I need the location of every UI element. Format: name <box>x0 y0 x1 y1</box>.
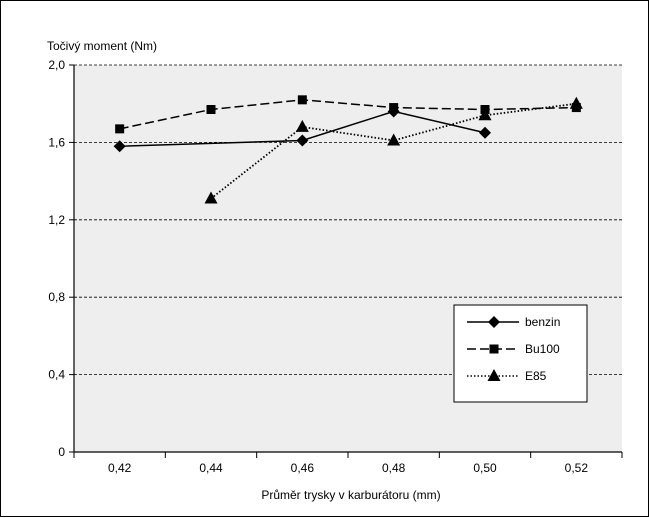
chart-title: Točivý moment (Nm) <box>47 39 157 53</box>
series-line <box>210 102 577 200</box>
x-tick-label: 0,46 <box>291 461 315 475</box>
y-tick-label: 0,4 <box>48 368 65 382</box>
data-point-triangle <box>569 96 583 109</box>
y-tick-label: 0 <box>58 445 65 459</box>
data-point-triangle <box>478 108 492 121</box>
data-point-triangle <box>204 191 218 204</box>
x-tick-label: 0,52 <box>565 461 589 475</box>
data-point-diamond <box>296 134 309 147</box>
data-point-square <box>115 124 125 134</box>
series-e85 <box>204 96 583 204</box>
legend-label: benzin <box>525 315 560 329</box>
series-line <box>119 110 486 148</box>
legend-marker-square <box>489 344 499 354</box>
x-axis-label: Průměr trysky v karburátoru (mm) <box>261 488 440 502</box>
x-tick-label: 0,44 <box>199 461 223 475</box>
legend: benzin Bu100 E85 <box>453 304 588 403</box>
y-tick-label: 1,2 <box>48 213 65 227</box>
data-point-square <box>389 103 399 113</box>
x-tick-label: 0,50 <box>473 461 497 475</box>
data-point-diamond <box>113 140 126 153</box>
data-point-square <box>297 95 307 105</box>
legend-box <box>453 304 588 403</box>
legend-marker-diamond <box>488 316 500 328</box>
legend-label: E85 <box>525 369 547 383</box>
x-tick-label: 0,42 <box>108 461 132 475</box>
y-tick-label: 1,6 <box>48 135 65 149</box>
series-line <box>119 99 577 130</box>
legend-marker-triangle <box>487 369 501 381</box>
x-tick-label: 0,48 <box>382 461 406 475</box>
data-point-triangle <box>295 119 309 132</box>
y-tick-label: 0,8 <box>48 290 65 304</box>
data-point-square <box>206 105 216 115</box>
data-point-triangle <box>387 133 401 146</box>
data-point-diamond <box>479 126 491 139</box>
legend-label: Bu100 <box>525 342 560 356</box>
series-group <box>113 95 583 204</box>
y-axis-ticks: 0 0,4 0,8 1,2 1,6 2,0 <box>48 58 74 459</box>
y-tick-label: 2,0 <box>48 58 65 72</box>
x-axis-ticks: 0,42 0,44 0,46 0,48 0,50 0,52 <box>73 452 623 475</box>
